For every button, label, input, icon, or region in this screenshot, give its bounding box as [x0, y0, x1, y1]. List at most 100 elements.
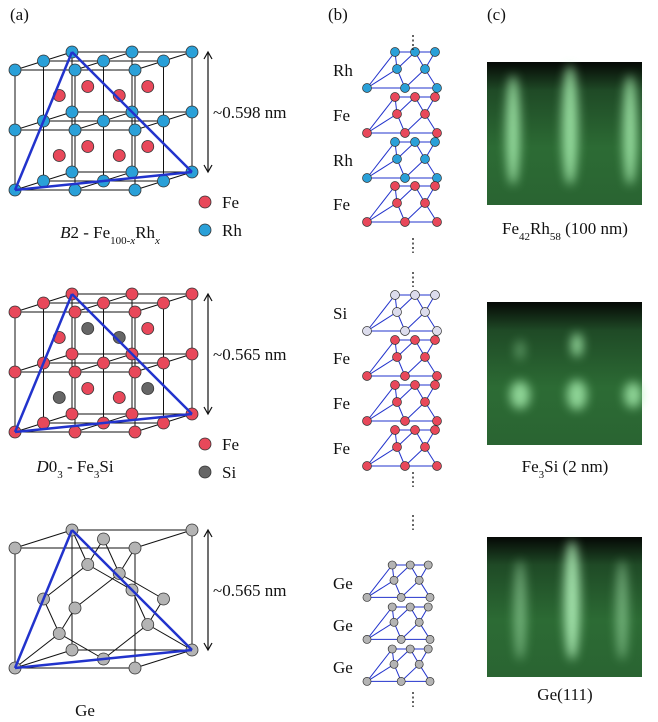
- atom: [393, 308, 402, 317]
- atom: [426, 677, 434, 685]
- atom: [401, 417, 410, 426]
- atom: [9, 124, 21, 136]
- structure-label: D03 - Fe3Si: [35, 457, 113, 481]
- atom: [397, 593, 405, 601]
- atom: [406, 645, 414, 653]
- atom: [397, 635, 405, 643]
- atom: [53, 392, 65, 404]
- panel-label: (b): [328, 5, 348, 24]
- atom: [411, 336, 420, 345]
- atom: [391, 138, 400, 147]
- atom: [53, 628, 65, 640]
- atom: [401, 372, 410, 381]
- layer-label: Fe: [333, 394, 350, 413]
- atom: [363, 327, 372, 336]
- atom: [158, 297, 170, 309]
- bond: [367, 430, 395, 466]
- atom: [69, 366, 81, 378]
- atom: [431, 291, 440, 300]
- atom: [158, 593, 170, 605]
- atom: [69, 64, 81, 76]
- atom: [186, 348, 198, 360]
- atom: [186, 46, 198, 58]
- bond: [367, 312, 397, 331]
- text-segment: D: [35, 457, 49, 476]
- atom: [393, 199, 402, 208]
- text-segment: Ge(111): [537, 685, 592, 704]
- atom: [129, 124, 141, 136]
- layer-label: Rh: [333, 61, 353, 80]
- atom: [113, 150, 125, 162]
- atom: [186, 524, 198, 536]
- atom: [69, 602, 81, 614]
- legend-marker: [199, 466, 211, 478]
- atom: [424, 561, 432, 569]
- atom: [82, 141, 94, 153]
- atom: [433, 84, 442, 93]
- layer-label: Ge: [333, 574, 353, 593]
- atom: [53, 150, 65, 162]
- atom: [129, 662, 141, 674]
- atom: [431, 93, 440, 102]
- atom: [98, 297, 110, 309]
- atom: [158, 417, 170, 429]
- atom: [391, 426, 400, 435]
- layer-label: Ge: [333, 658, 353, 677]
- text-segment: 0: [49, 457, 58, 476]
- atom: [433, 372, 442, 381]
- bond: [367, 357, 397, 376]
- legend-label: Fe: [222, 435, 239, 454]
- atom: [421, 353, 430, 362]
- text-segment: 2 - Fe: [70, 223, 110, 242]
- layer-label: Rh: [333, 151, 353, 170]
- atom: [393, 155, 402, 164]
- text-segment: x: [154, 235, 160, 247]
- atom: [415, 660, 423, 668]
- atom: [158, 175, 170, 187]
- atom: [363, 84, 372, 93]
- atom: [66, 348, 78, 360]
- atom: [433, 417, 442, 426]
- atom: [126, 288, 138, 300]
- atom: [69, 306, 81, 318]
- atom: [401, 462, 410, 471]
- layer-label: Fe: [333, 349, 350, 368]
- atom: [390, 576, 398, 584]
- atom: [406, 603, 414, 611]
- structure-label: B2 - Fe100-xRhx: [60, 223, 160, 247]
- atom: [426, 635, 434, 643]
- legend-marker: [199, 224, 211, 236]
- atom: [391, 336, 400, 345]
- atom: [406, 561, 414, 569]
- lattice-constant: ~0.565 nm: [213, 581, 286, 600]
- layer-label: Ge: [333, 616, 353, 635]
- atom: [158, 115, 170, 127]
- atom: [129, 306, 141, 318]
- atom: [424, 645, 432, 653]
- atom: [186, 106, 198, 118]
- legend-label: Si: [222, 463, 236, 482]
- rheed-image: [487, 537, 642, 677]
- atom: [411, 381, 420, 390]
- figure: (a)(b)(c)~0.598 nmFeRh~0.565 nmFeSi~0.56…: [0, 0, 658, 722]
- atom: [363, 677, 371, 685]
- atom: [82, 81, 94, 93]
- atom: [69, 124, 81, 136]
- atom: [421, 65, 430, 74]
- atom: [411, 426, 420, 435]
- layer-label: Fe: [333, 195, 350, 214]
- atom: [363, 417, 372, 426]
- atom: [388, 645, 396, 653]
- atom: [415, 618, 423, 626]
- bond: [367, 159, 397, 178]
- atom: [82, 383, 94, 395]
- atom: [363, 462, 372, 471]
- atom: [388, 603, 396, 611]
- bond: [367, 664, 394, 681]
- atom: [393, 65, 402, 74]
- atom: [38, 175, 50, 187]
- atom: [401, 218, 410, 227]
- layer-label: Fe: [333, 106, 350, 125]
- atom: [393, 353, 402, 362]
- atom: [388, 561, 396, 569]
